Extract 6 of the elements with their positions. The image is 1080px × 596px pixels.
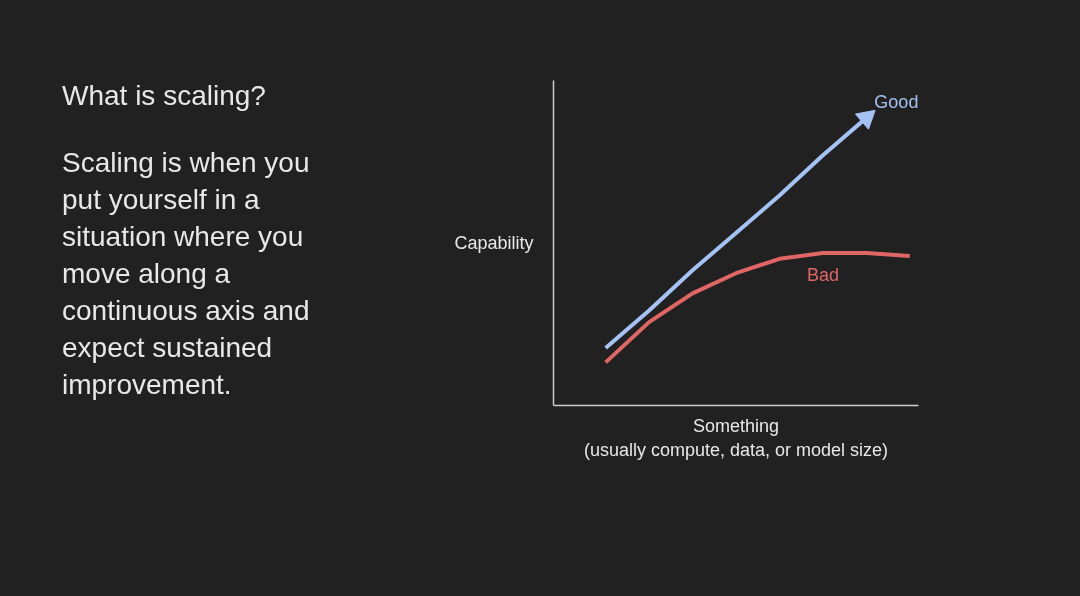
x-axis-title: Something (usually compute, data, or model size) — [583, 415, 889, 460]
y-axis-title: Capability — [454, 233, 534, 253]
text: Scaling is when you put yourself in a situation where you move along a continuous axis and expect sustained improvement. — [62, 146, 311, 402]
series-label: Good — [874, 91, 919, 112]
series-label: Bad — [806, 265, 839, 286]
text: What is scaling? — [62, 79, 267, 113]
